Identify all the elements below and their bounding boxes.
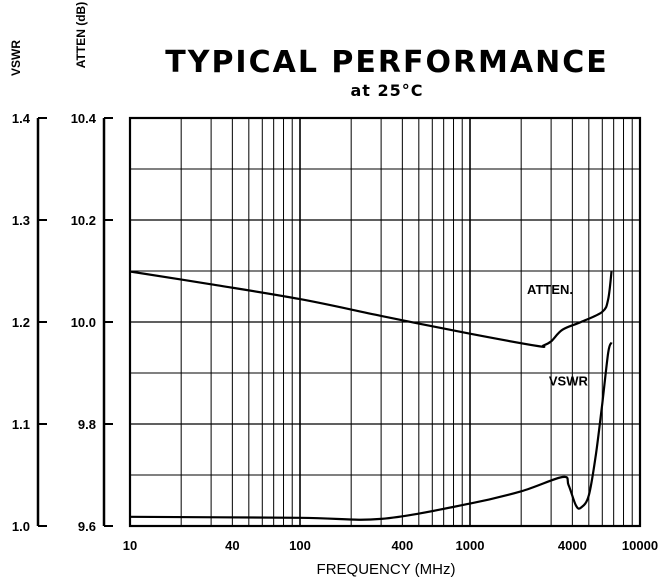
x-axis-title: FREQUENCY (MHz) [317,561,456,578]
x-tick-label: 1000 [456,538,485,553]
x-tick-label: 100 [289,538,311,553]
atten-axis-title: ATTEN (dB) [74,2,88,68]
axes [36,116,642,528]
vswr-tick-label: 1.1 [12,417,30,432]
labels: 1.0 1.1 1.2 1.3 1.4 9.6 9.8 10.0 10.2 10.4 10 40 100… [12,111,658,553]
vswr-line [129,341,613,521]
vswr-tick-label: 1.2 [12,315,30,330]
atten-tick-label: 10.2 [71,213,96,228]
atten-tick-label: 9.6 [78,519,96,534]
vswr-tick-label: 1.0 [12,519,30,534]
atten-series-label: ATTEN. [527,282,573,297]
atten-tick-label: 10.4 [71,111,97,126]
grid [130,118,640,526]
x-tick-label: 10000 [622,538,658,553]
chart-subtitle: at 25°C [350,81,423,100]
vswr-series-label: VSWR [549,374,589,389]
atten-tick-label: 10.0 [71,315,96,330]
x-tick-label: 4000 [558,538,587,553]
x-tick-label: 10 [123,538,137,553]
data-lines [129,270,613,521]
vswr-axis-title: VSWR [9,40,23,76]
plot-frame [128,116,642,528]
chart-title: TYPICAL PERFORMANCE [165,45,609,80]
vswr-tick-label: 1.4 [12,111,31,126]
atten-tick-label: 9.8 [78,417,96,432]
x-tick-label: 40 [225,538,239,553]
atten-line [129,270,613,348]
vswr-tick-label: 1.3 [12,213,30,228]
x-tick-label: 400 [391,538,413,553]
